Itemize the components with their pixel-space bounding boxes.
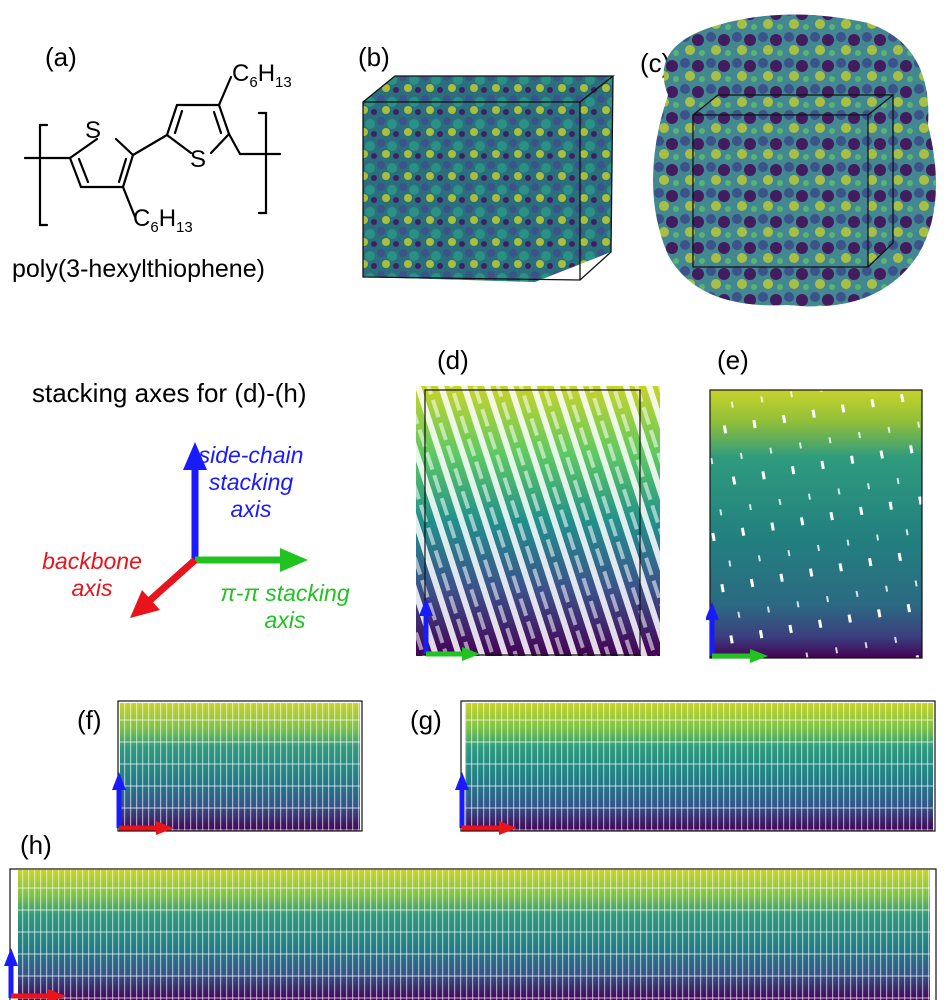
crystal-panel-h [4, 868, 937, 1000]
crystal-panel-f [112, 700, 363, 835]
structure-name: poly(3-hexylthiophene) [12, 255, 265, 283]
pi-pi-axis-label: π-π stacking axis [220, 580, 350, 633]
panel-label-d: (d) [437, 345, 469, 375]
crystal-panel-e [706, 389, 923, 663]
panel-label-g: (g) [410, 705, 442, 735]
hexyl-group-bottom: C6H13 [133, 205, 193, 236]
crystal-panel-g [455, 700, 936, 835]
panel-label-h: (h) [20, 830, 52, 860]
hexyl-group-top: C6H13 [232, 60, 292, 91]
simulation-box-c [653, 14, 936, 307]
panel-label-f: (f) [77, 705, 102, 735]
side-chain-axis-label: side-chain stacking axis [198, 442, 304, 522]
crystal-panel-d [416, 386, 660, 661]
simulation-box-b [362, 75, 615, 282]
panel-label-e: (e) [717, 345, 749, 375]
sulfur-atom-left: S [85, 117, 102, 144]
axes-legend-diagram [130, 442, 308, 618]
p3ht-structure-diagram [23, 75, 282, 227]
sulfur-atom-right: S [190, 146, 207, 173]
axes-legend-title: stacking axes for (d)-(h) [32, 378, 307, 408]
panel-label-a: (a) [45, 42, 77, 72]
backbone-axis-label: backbone axis [42, 548, 142, 601]
panel-label-b: (b) [358, 42, 390, 72]
